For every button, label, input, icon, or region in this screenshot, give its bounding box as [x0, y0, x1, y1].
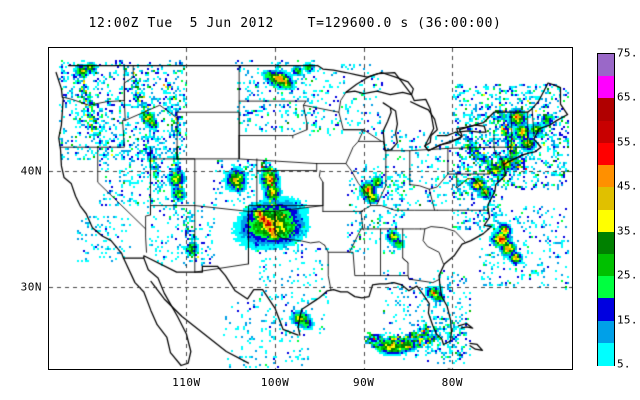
- colorbar-band-70-75: [598, 54, 614, 77]
- colorbar-band-30-35: [598, 231, 614, 255]
- colorbar-band-20-25: [598, 276, 614, 300]
- map-plot-frame: [48, 47, 573, 370]
- y-tick-label-40n: 40N: [20, 164, 42, 178]
- colorbar-tick-55: 55.: [617, 135, 638, 149]
- plot-title: 12:00Z Tue 5 Jun 2012 T=129600.0 s (36:0…: [88, 16, 502, 31]
- colorbar-tick-75: 75.: [617, 46, 638, 60]
- colorbar-tick-5: 5.: [617, 357, 631, 371]
- colorbar-band-65-70: [598, 76, 614, 100]
- colorbar-band-35-40: [598, 209, 614, 233]
- colorbar-band-40-45: [598, 187, 614, 211]
- y-tick-label-30n: 30N: [20, 280, 42, 294]
- x-tick-label-80w: 80W: [441, 376, 464, 389]
- radar-reflectivity-map: [49, 48, 572, 369]
- colorbar-band-60-65: [598, 98, 614, 122]
- colorbar-band-25-30: [598, 253, 614, 277]
- colorbar-tick-45: 45.: [617, 179, 638, 193]
- colorbar-band-50-55: [598, 142, 614, 166]
- x-tick-label-110w: 110W: [172, 376, 201, 389]
- colorbar-band-55-60: [598, 120, 614, 144]
- x-tick-label-90w: 90W: [352, 376, 375, 389]
- reflectivity-colorbar: [597, 53, 615, 366]
- colorbar-band-15-20: [598, 298, 614, 322]
- colorbar-tick-35: 35.: [617, 224, 638, 238]
- colorbar-tick-25: 25.: [617, 268, 638, 282]
- colorbar-tick-15: 15.: [617, 313, 638, 327]
- colorbar-band-5-10: [598, 342, 614, 366]
- x-tick-label-100w: 100W: [260, 376, 290, 389]
- colorbar-band-10-15: [598, 320, 614, 344]
- colorbar-tick-65: 65.: [617, 90, 638, 104]
- colorbar-band-45-50: [598, 165, 614, 189]
